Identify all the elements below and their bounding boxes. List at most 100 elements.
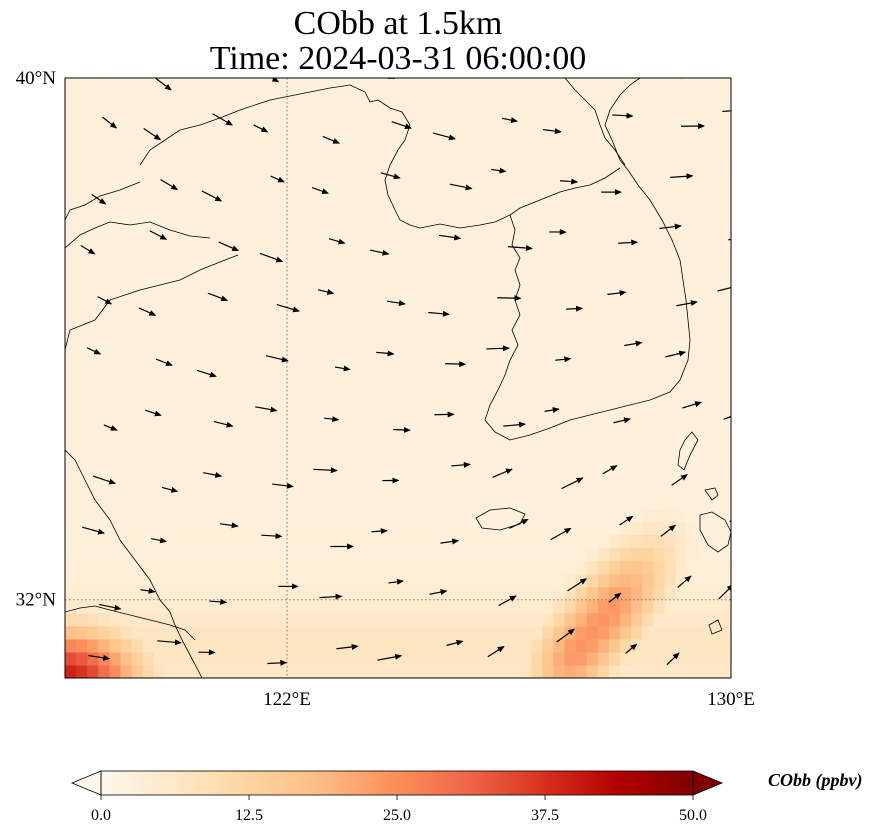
- field-cell: [209, 234, 221, 249]
- field-cell: [453, 312, 466, 327]
- field-cell: [309, 404, 321, 418]
- field-cell: [76, 404, 88, 418]
- field-cell: [520, 78, 532, 92]
- field-cell: [564, 299, 577, 314]
- wind-arrow: [717, 286, 731, 292]
- field-cell: [253, 234, 266, 249]
- field-cell: [309, 599, 321, 614]
- field-cell: [220, 638, 233, 653]
- field-cell: [131, 482, 144, 496]
- wind-arrow: [209, 598, 228, 605]
- field-cell: [231, 182, 244, 196]
- field-cell: [242, 156, 255, 170]
- field-cell: [686, 430, 699, 444]
- field-cell: [642, 534, 654, 549]
- field-cell: [497, 260, 510, 275]
- field-cell: [198, 104, 210, 118]
- field-cell: [353, 508, 366, 523]
- wind-arrow: [670, 173, 694, 180]
- field-cell: [264, 325, 277, 340]
- field-cell: [364, 130, 377, 144]
- field-cell: [275, 664, 288, 678]
- field-cell: [497, 364, 510, 379]
- wind-arrow: [311, 186, 329, 195]
- field-cell: [664, 612, 677, 627]
- field-cell: [275, 612, 288, 627]
- field-cell: [509, 182, 521, 196]
- field-cell: [531, 651, 543, 666]
- field-cell: [342, 482, 355, 496]
- field-cell: [176, 495, 188, 510]
- field-cell: [386, 586, 399, 601]
- field-cell: [586, 221, 599, 236]
- field-cell: [431, 325, 443, 340]
- field-cell: [420, 482, 432, 496]
- field-cell: [309, 417, 321, 431]
- field-cell: [708, 104, 721, 118]
- field-cell: [242, 286, 255, 301]
- field-cell: [664, 130, 677, 144]
- wind-arrow: [388, 578, 404, 585]
- field-cell: [697, 443, 710, 457]
- field-cell: [586, 117, 599, 131]
- field-cell: [642, 573, 654, 588]
- field-cell: [420, 638, 432, 653]
- field-cell: [131, 195, 144, 210]
- field-cell: [87, 195, 99, 210]
- field-cell: [220, 664, 233, 678]
- field-cell: [653, 195, 665, 210]
- field-cell: [475, 234, 488, 249]
- field-cell: [331, 625, 344, 640]
- wind-arrow: [498, 595, 517, 607]
- field-cell: [564, 664, 577, 678]
- field-cell: [486, 404, 499, 418]
- field-cell: [575, 208, 588, 223]
- field-cell: [187, 299, 199, 314]
- field-cell: [242, 338, 255, 353]
- field-cell: [231, 391, 244, 405]
- field-cell: [486, 117, 499, 131]
- field-cell: [153, 351, 166, 366]
- field-cell: [176, 430, 188, 444]
- field-cell: [209, 651, 221, 666]
- field-cell: [320, 78, 332, 92]
- field-cell: [586, 521, 599, 536]
- field-cell: [708, 404, 721, 418]
- field-cell: [187, 78, 199, 92]
- field-cell: [65, 638, 77, 653]
- field-cell: [409, 143, 421, 157]
- field-cell: [453, 547, 466, 562]
- field-cell: [220, 612, 233, 627]
- field-cell: [586, 260, 599, 275]
- field-cell: [287, 143, 299, 157]
- field-cell: [375, 78, 388, 92]
- field-cell: [708, 391, 721, 405]
- field-cell: [287, 78, 299, 92]
- field-cell: [142, 273, 155, 288]
- field-cell: [142, 156, 155, 170]
- field-cell: [342, 495, 355, 510]
- field-cell: [309, 78, 321, 92]
- field-cell: [442, 651, 455, 666]
- field-cell: [597, 612, 610, 627]
- field-cell: [564, 260, 577, 275]
- field-cell: [320, 378, 332, 392]
- field-cell: [242, 443, 255, 457]
- field-cell: [608, 651, 621, 666]
- field-cell: [131, 651, 144, 666]
- field-cell: [520, 573, 532, 588]
- field-cell: [486, 234, 499, 249]
- field-cell: [409, 260, 421, 275]
- field-cell: [364, 469, 377, 483]
- field-cell: [497, 404, 510, 418]
- wind-arrow: [144, 409, 162, 417]
- field-cell: [87, 547, 99, 562]
- field-cell: [331, 417, 344, 431]
- field-cell: [342, 169, 355, 183]
- field-cell: [664, 560, 677, 575]
- field-cell: [564, 364, 577, 379]
- field-cell: [320, 156, 332, 170]
- field-cell: [109, 299, 122, 314]
- field-cell: [298, 156, 310, 170]
- field-cell: [719, 508, 731, 523]
